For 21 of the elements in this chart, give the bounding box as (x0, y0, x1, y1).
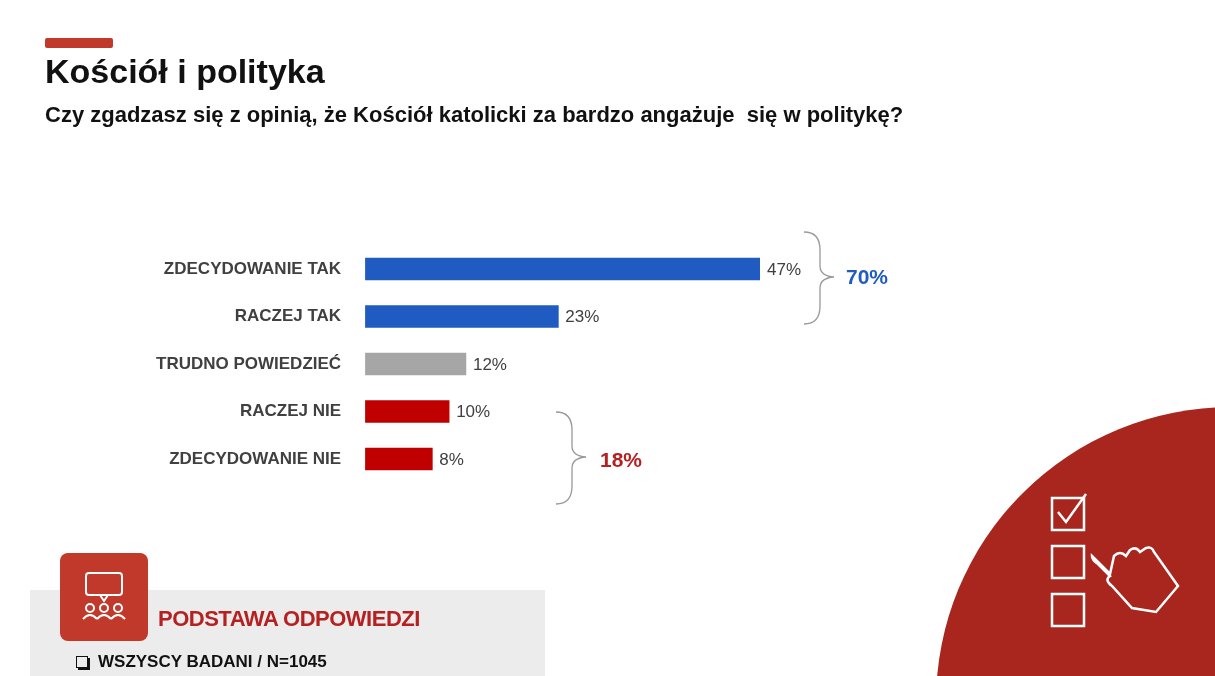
chart-title: Kościół i polityka (45, 52, 325, 91)
text: PODSTAWA ODPOWIEDZI (158, 606, 420, 632)
chart-subtitle: Czy zgadzasz się z opinią, że Kościół katolicki za bardzo angażuje się w politykę? (45, 102, 904, 128)
bar (365, 305, 559, 328)
y-tick-label: ZDECYDOWANIE TAK (163, 258, 342, 278)
bar (365, 257, 760, 281)
y-tick-label: ZDECYDOWANIE NIE (169, 448, 342, 468)
data-label: 10% (456, 402, 491, 422)
bar (365, 400, 450, 423)
data-label: 8% (439, 449, 464, 469)
annotation: 18% (600, 448, 643, 472)
data-label: 47% (767, 259, 802, 279)
data-label: 23% (565, 307, 600, 327)
bar (365, 447, 433, 471)
bar (365, 352, 467, 376)
y-tick-label: RACZEJ NIE (240, 401, 342, 421)
y-tick-label: RACZEJ TAK (234, 306, 342, 326)
y-tick-label: TRUDNO POWIEDZIEĆ (156, 353, 342, 373)
data-label: 12% (472, 354, 507, 374)
text: WSZYSCY BADANI / N=1045 (98, 652, 327, 672)
text: 70% (846, 265, 889, 289)
